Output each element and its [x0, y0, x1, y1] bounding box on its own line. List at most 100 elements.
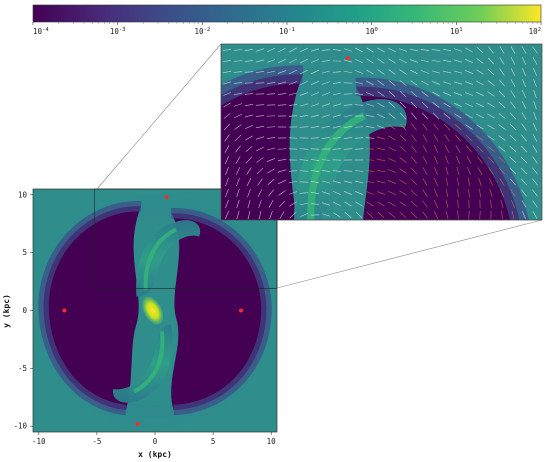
velocity-vector [310, 126, 320, 128]
velocity-vector [399, 168, 407, 174]
velocity-vector [258, 210, 262, 220]
velocity-vector [376, 191, 386, 195]
velocity-vector [277, 104, 287, 106]
velocity-vector [332, 125, 342, 129]
velocity-vector [300, 58, 308, 64]
velocity-vector [234, 124, 242, 130]
velocity-vector [310, 114, 320, 118]
colorbar-tick-label: 101 [450, 27, 462, 36]
velocity-vector [299, 202, 309, 206]
velocity-vector [510, 101, 516, 109]
velocity-vector [388, 135, 396, 141]
velocity-vector [511, 210, 515, 220]
y-tick-label: 10 [18, 190, 28, 199]
velocity-vector [366, 92, 374, 96]
velocity-vector [321, 125, 331, 129]
velocity-vector [355, 201, 363, 207]
x-tick-label: -10 [32, 437, 46, 446]
velocity-vector [289, 47, 297, 53]
velocity-vector [465, 58, 473, 64]
velocity-vector [321, 92, 331, 96]
velocity-vector [399, 90, 407, 98]
velocity-vector [399, 58, 407, 64]
velocity-vector [343, 104, 353, 106]
velocity-vector [521, 178, 527, 186]
velocity-vector [399, 179, 407, 185]
velocity-vector [288, 81, 298, 85]
velocity-vector [255, 104, 265, 106]
velocity-vector [431, 70, 441, 74]
velocity-vector [490, 199, 492, 209]
velocity-vector [321, 49, 331, 51]
velocity-vector [399, 201, 407, 207]
velocity-vector [465, 113, 473, 119]
velocity-vector [255, 48, 265, 52]
velocity-vector [365, 170, 375, 172]
velocity-vector [434, 166, 438, 176]
velocity-vector [365, 180, 375, 184]
velocity-vector [377, 69, 385, 75]
velocity-vector [499, 79, 505, 87]
velocity-vector [420, 70, 430, 74]
velocity-vector [278, 58, 286, 64]
velocity-vector [465, 134, 473, 142]
velocity-vector [487, 124, 495, 130]
velocity-vector [268, 189, 274, 197]
velocity-vector [532, 189, 538, 197]
velocity-vector [277, 70, 287, 74]
velocity-vector [354, 92, 364, 96]
velocity-vector [499, 68, 505, 76]
velocity-vector [365, 137, 375, 139]
x-tick-label: -5 [92, 437, 101, 446]
velocity-vector [236, 210, 240, 220]
velocity-vector [444, 145, 450, 153]
velocity-vector [399, 134, 407, 142]
velocity-vector [388, 58, 396, 64]
velocity-vector [223, 102, 231, 108]
velocity-vector [299, 126, 309, 128]
velocity-vector [521, 134, 527, 142]
velocity-vector [343, 71, 353, 73]
velocity-vector [344, 201, 352, 207]
velocity-vector [422, 145, 428, 153]
velocity-vector [510, 189, 516, 197]
velocity-vector [422, 211, 428, 219]
velocity-vector [300, 69, 308, 75]
velocity-vector [521, 200, 527, 208]
velocity-vector [388, 212, 396, 218]
zoom-connectors [96, 43, 543, 289]
velocity-vector [365, 126, 375, 128]
velocity-vector [288, 191, 298, 195]
velocity-vector [310, 59, 320, 63]
x-axis-label: x (kpc) [138, 450, 172, 459]
velocity-vector [498, 101, 506, 109]
velocity-vector [321, 81, 331, 85]
velocity-vector [332, 49, 342, 51]
velocity-vector [269, 210, 273, 220]
velocity-vector [255, 136, 265, 140]
velocity-vector [487, 102, 495, 108]
velocity-vector [434, 177, 438, 187]
velocity-vector [266, 59, 276, 63]
velocity-vector [388, 91, 396, 97]
velocity-vector [510, 68, 516, 76]
velocity-vector [288, 92, 298, 96]
velocity-vector [464, 92, 474, 96]
velocity-vector [354, 81, 364, 85]
velocity-vector [233, 71, 243, 73]
velocity-vector [354, 126, 364, 128]
velocity-vector [321, 70, 331, 74]
velocity-vector [246, 178, 252, 186]
velocity-vector [222, 60, 232, 62]
velocity-vector [246, 156, 252, 164]
velocity-vector [222, 49, 232, 51]
velocity-vector [223, 113, 231, 119]
velocity-vector [225, 211, 229, 219]
velocity-vector [444, 134, 450, 142]
velocity-vector [256, 167, 264, 175]
velocity-vector [247, 210, 251, 220]
velocity-vector [478, 177, 482, 187]
velocity-vector [533, 123, 537, 131]
velocity-vector [376, 136, 386, 140]
velocity-vector [520, 156, 528, 164]
